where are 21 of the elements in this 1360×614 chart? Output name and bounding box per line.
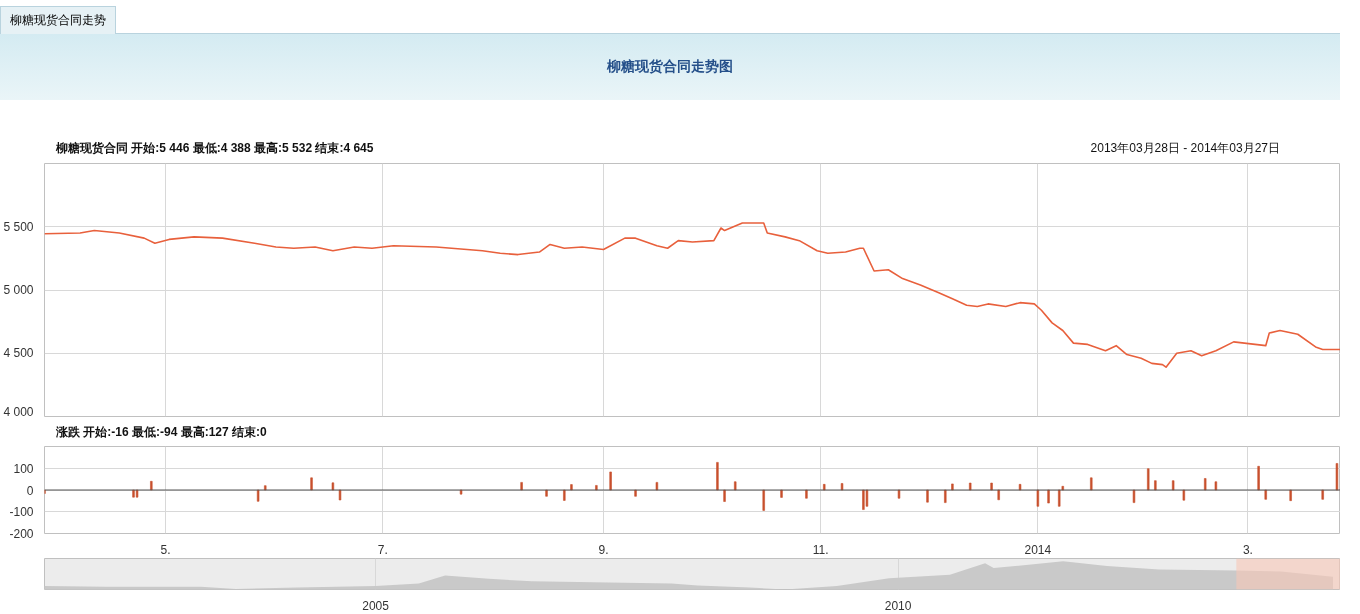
y-tick-label: 5 500 bbox=[3, 219, 34, 234]
x-tick-label: 2005 bbox=[362, 598, 390, 613]
x-tick-label: 9. bbox=[598, 542, 609, 557]
y-tick-label: 5 000 bbox=[3, 283, 34, 297]
y-tick-label: 4 000 bbox=[3, 404, 34, 419]
x-tick-label: 2010 bbox=[884, 598, 912, 613]
y-tick-label: -200 bbox=[9, 527, 34, 541]
chart-subtitle: 柳糖现货合同 开始:5 446 最低:4 388 最高:5 532 结束:4 645 bbox=[56, 140, 374, 157]
y-tick-label: 100 bbox=[13, 461, 34, 476]
text: 柳糖现货合同走势 bbox=[0, 6, 116, 35]
x-tick-label: 11. bbox=[812, 542, 829, 557]
x-tick-label: 5. bbox=[160, 542, 171, 557]
x-tick-label: 2014 bbox=[1024, 542, 1052, 557]
x-tick-label: 7. bbox=[377, 542, 388, 557]
text: 2013年03月28日 - 2014年03月27日 bbox=[1090, 140, 1280, 157]
x-tick-label: 3. bbox=[1242, 542, 1253, 557]
y-tick-label: -100 bbox=[9, 505, 34, 520]
y-tick-label: 4 500 bbox=[3, 346, 34, 361]
y-tick-label: 0 bbox=[26, 483, 34, 498]
chart-title: 柳糖现货合同走势图 bbox=[606, 57, 734, 76]
chart-title: 涨跌 开始:-16 最低:-94 最高:127 结束:0 bbox=[55, 424, 267, 441]
